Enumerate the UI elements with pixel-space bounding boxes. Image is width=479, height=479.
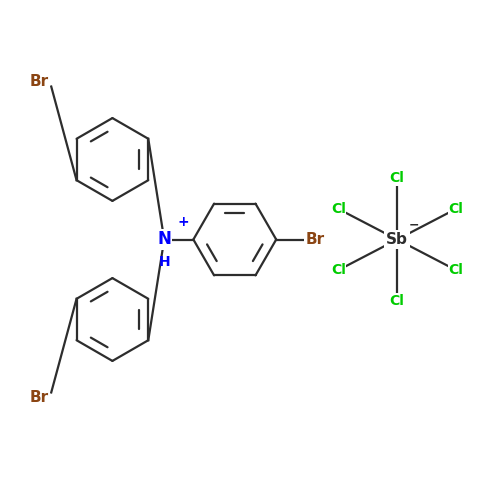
Text: N: N	[157, 230, 171, 249]
Text: Sb: Sb	[386, 232, 408, 247]
Text: Cl: Cl	[390, 171, 405, 185]
Text: +: +	[177, 215, 189, 229]
Text: Br: Br	[30, 74, 49, 89]
Text: Cl: Cl	[331, 263, 346, 277]
Text: Br: Br	[30, 390, 49, 405]
Text: H: H	[159, 254, 170, 269]
Text: −: −	[409, 218, 420, 231]
Text: Cl: Cl	[390, 294, 405, 308]
Text: Cl: Cl	[448, 202, 464, 216]
Text: Br: Br	[305, 232, 324, 247]
Text: Cl: Cl	[331, 202, 346, 216]
Text: Cl: Cl	[448, 263, 464, 277]
